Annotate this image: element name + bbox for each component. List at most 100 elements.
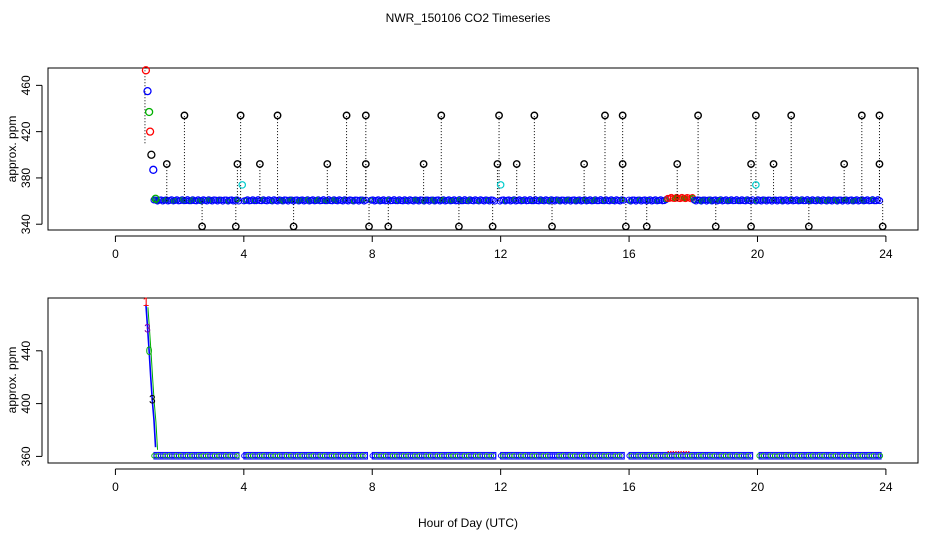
top-baseline-point [757, 197, 765, 205]
top-spike-mid-point [769, 160, 778, 168]
top-early-point [141, 66, 151, 75]
bottom-y-tick-label: 360 [19, 446, 33, 466]
top-plot-frame [47, 67, 919, 231]
bottom-baseline-point [747, 453, 754, 459]
figure-title: NWR_150106 CO2 Timeseries [386, 11, 551, 25]
top-spike-high-point [857, 111, 866, 120]
top-y-tick-label: 380 [19, 168, 33, 188]
top-spike-low-point [747, 222, 755, 231]
top-baseline-point [485, 197, 493, 205]
top-baseline-point [763, 197, 771, 205]
top-spike-low-point [804, 222, 813, 231]
top-spike-high-point [342, 111, 351, 120]
top-baseline-point [600, 197, 608, 205]
top-baseline-point [480, 197, 488, 205]
top-spike-low-point [711, 222, 720, 231]
top-spike-mid-point [747, 160, 755, 168]
top-spike-mid-point [361, 160, 370, 168]
bottom-x-tick-label: 24 [879, 480, 893, 494]
bottom-baseline-point [875, 453, 881, 459]
top-baseline-point [611, 197, 619, 205]
top-y-tick-label: 420 [19, 121, 33, 141]
top-baseline-point [605, 197, 613, 205]
top-baseline-point [369, 196, 377, 204]
top-early-point [143, 86, 152, 96]
top-baseline-point [198, 197, 206, 205]
bottom-x-tick-label: 16 [622, 480, 636, 494]
top-baseline-point [334, 197, 342, 205]
top-baseline-point [787, 196, 795, 204]
top-x-tick-label: 16 [622, 247, 636, 261]
top-baseline-point [268, 197, 276, 205]
bottom-drop-label: 3 [149, 393, 156, 407]
top-spike-mid-point [618, 160, 627, 168]
top-y-tick-label: 340 [19, 214, 33, 234]
top-spike-high-point [618, 111, 627, 120]
bottom-baseline-point [488, 453, 494, 459]
top-baseline-point [385, 196, 393, 204]
top-baseline-point [717, 196, 725, 204]
bottom-baseline-point [490, 453, 497, 459]
top-baseline-point [798, 196, 806, 204]
top-spike-high-point [180, 111, 189, 120]
top-cyan-point [238, 181, 247, 189]
bottom-baseline-point [619, 453, 625, 459]
top-baseline-point [627, 197, 635, 205]
top-baseline-point [530, 197, 538, 205]
top-baseline-point [515, 196, 523, 204]
top-baseline-point [565, 196, 573, 204]
top-baseline-point [869, 196, 877, 204]
top-baseline-point [394, 197, 402, 205]
top-x-tick-label: 12 [494, 247, 508, 261]
top-x-tick-label: 20 [751, 247, 765, 261]
top-spike-low-point [198, 222, 206, 231]
top-spike-mid-point [255, 160, 264, 168]
top-baseline-point [736, 197, 744, 205]
top-baseline-point [636, 196, 644, 204]
top-baseline-point [556, 197, 564, 205]
top-spike-low-point [621, 222, 630, 231]
top-baseline-point [641, 196, 649, 204]
top-ylabel: approx. ppm [5, 116, 19, 183]
top-baseline-point [681, 195, 689, 203]
top-baseline-point [646, 196, 654, 204]
bottom-drop-label: 1 [143, 295, 150, 309]
top-spike-low-point [488, 222, 497, 231]
top-baseline-point [807, 197, 815, 205]
top-early-point [147, 150, 156, 159]
bottom-baseline-point [360, 453, 366, 459]
top-baseline-point [591, 196, 599, 204]
top-x-tick-label: 0 [112, 247, 119, 261]
bottom-baseline-point [232, 453, 238, 459]
top-baseline-point [475, 197, 483, 205]
top-baseline-point [244, 196, 252, 204]
bottom-drop-label: 0 [146, 344, 153, 358]
top-baseline-point [358, 196, 366, 204]
bottom-y-tick-label: 440 [19, 340, 33, 360]
top-x-tick-label: 4 [240, 247, 247, 261]
bottom-x-tick-label: 12 [494, 480, 508, 494]
top-baseline-point-green [359, 197, 365, 203]
top-spike-mid-point [233, 160, 242, 168]
top-early-point [151, 194, 160, 203]
bottom-y-tick-label: 400 [19, 393, 33, 413]
top-early-point [144, 107, 154, 117]
top-early-point [145, 127, 155, 136]
bottom-ylabel: approx. ppm [5, 347, 19, 414]
bottom-plot-frame [47, 297, 919, 464]
top-spike-high-point [495, 111, 503, 120]
top-spike-mid-point [419, 160, 428, 168]
top-spike-mid-point [323, 160, 332, 168]
bottom-baseline-point [234, 453, 240, 459]
bottom-x-tick-label: 8 [369, 480, 376, 494]
top-spike-low-point [365, 222, 373, 231]
top-baseline-point [314, 196, 322, 204]
top-baseline-point [162, 196, 170, 204]
top-spike-mid-point [673, 160, 682, 168]
top-early-point [149, 165, 158, 174]
top-spike-low-point [384, 222, 393, 231]
top-spike-high-point [601, 111, 609, 120]
top-panel: approx. ppm 0 4 8 12 16 20 24 340 380 420 460 [5, 66, 919, 261]
top-baseline-point [440, 196, 448, 204]
top-cyan-point [752, 181, 760, 189]
